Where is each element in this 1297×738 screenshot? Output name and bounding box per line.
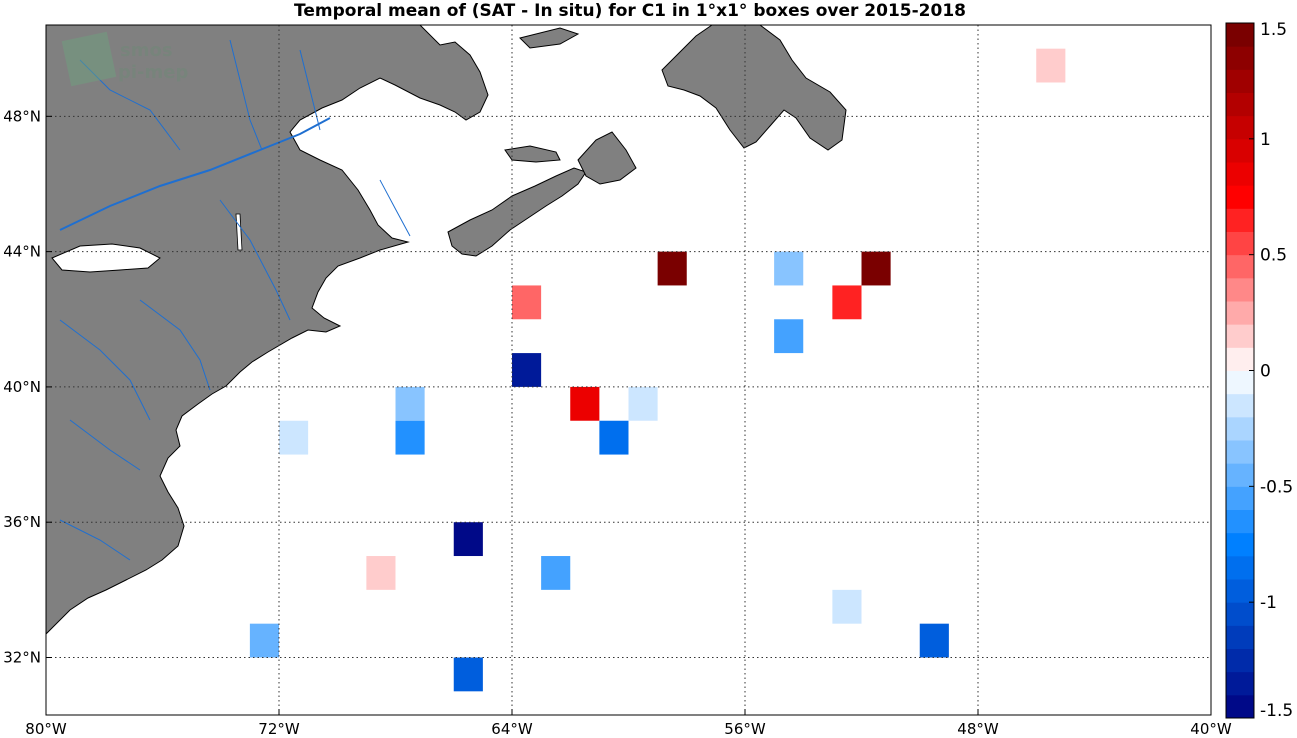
colorbar-segment	[1226, 694, 1254, 719]
colorbar-segment	[1226, 602, 1254, 626]
map-frame	[45, 24, 1212, 716]
data-cell	[512, 285, 542, 320]
colorbar-segment	[1226, 324, 1254, 348]
data-cell	[512, 353, 542, 387]
colorbar-tick-label: 0.5	[1260, 246, 1287, 266]
data-cell	[395, 386, 425, 421]
longitude-ticks: 80°W 72°W 64°W 56°W 48°W 40°W	[25, 709, 1232, 738]
lon-tick-label: 48°W	[957, 720, 999, 738]
data-cell	[861, 251, 891, 286]
lon-tick-label: 56°W	[724, 720, 766, 738]
colorbar-ticks: 1.5 1 0.5 0 -0.5 -1 -1.5	[1249, 20, 1293, 721]
lat-tick-label: 40°N	[3, 378, 41, 396]
anticosti-island	[519, 27, 580, 49]
lon-tick-label: 72°W	[258, 720, 300, 738]
colorbar-segment	[1226, 555, 1254, 580]
data-cell	[628, 386, 658, 421]
colorbar-segment	[1226, 23, 1254, 47]
lon-tick-label: 64°W	[491, 720, 533, 738]
colorbar-segment	[1226, 370, 1254, 395]
colorbar-segment	[1226, 463, 1254, 487]
nova-scotia	[447, 167, 587, 257]
data-cell	[541, 556, 571, 590]
land-layer	[46, 25, 847, 635]
data-cell	[919, 623, 949, 658]
lat-tick-label: 36°N	[3, 513, 41, 531]
colorbar-segment	[1226, 509, 1254, 534]
colorbar-segment	[1226, 185, 1254, 209]
colorbar-tick-label: 1.5	[1260, 20, 1287, 40]
colorbar-tick-label: -0.5	[1260, 477, 1293, 497]
data-cell	[453, 657, 483, 692]
colorbar-segment	[1226, 532, 1254, 557]
colorbar-tick-label: 1	[1260, 130, 1271, 150]
north-america-landmass	[46, 25, 489, 635]
lat-tick-label: 44°N	[3, 243, 41, 261]
colorbar-segment	[1226, 231, 1254, 256]
watermark-line1: smos	[120, 40, 173, 61]
colorbar-segment	[1226, 648, 1254, 673]
data-cell	[249, 623, 279, 658]
data-cell	[832, 285, 862, 320]
data-cell	[657, 251, 687, 286]
colorbar-segment	[1226, 440, 1254, 464]
st-lawrence-river	[59, 117, 331, 231]
colorbar-segment	[1226, 579, 1254, 603]
colorbar-segment	[1226, 347, 1254, 371]
data-cell	[599, 420, 629, 455]
data-cell	[395, 420, 425, 455]
lon-tick-label: 80°W	[25, 720, 67, 738]
colorbar-segment	[1226, 254, 1254, 279]
colorbar-segment	[1226, 301, 1254, 325]
data-cell	[570, 386, 600, 421]
colorbar-segment	[1226, 115, 1254, 140]
data-cell	[774, 251, 804, 286]
colorbar-segment	[1226, 208, 1254, 232]
colorbar-segment	[1226, 92, 1254, 117]
pimep-logo-icon: smos pi-mep	[61, 31, 188, 87]
colorbar-segment	[1226, 46, 1254, 70]
colorbar-segment	[1226, 138, 1254, 163]
colorbar-tick-label: -1.5	[1260, 701, 1293, 721]
data-cells	[249, 48, 1066, 692]
data-cell	[279, 420, 309, 455]
data-cell	[1036, 48, 1066, 83]
colorbar-segment	[1226, 671, 1254, 696]
data-cell	[832, 589, 862, 624]
data-cell	[774, 319, 804, 354]
data-cell	[453, 522, 483, 557]
colorbar	[1225, 22, 1255, 719]
lat-tick-label: 48°N	[3, 107, 41, 125]
colorbar-segment	[1226, 486, 1254, 510]
colorbar-segment	[1226, 625, 1254, 649]
watermark-line2: pi-mep	[118, 62, 188, 83]
cape-breton	[577, 131, 637, 185]
newfoundland	[661, 25, 847, 151]
colorbar-segment	[1226, 162, 1254, 186]
latitude-ticks: 32°N 36°N 40°N 44°N 48°N	[3, 107, 52, 667]
lon-tick-label: 40°W	[1190, 720, 1232, 738]
lat-tick-label: 32°N	[3, 649, 41, 667]
colorbar-tick-label: 0	[1260, 362, 1271, 382]
colorbar-segment	[1226, 416, 1254, 441]
map-title: Temporal mean of (SAT - In situ) for C1 …	[294, 1, 966, 21]
map-grid	[46, 25, 1211, 715]
colorbar-segment	[1226, 277, 1254, 302]
colorbar-tick-label: -1	[1260, 593, 1277, 613]
data-cell	[366, 556, 396, 590]
colorbar-segment	[1226, 69, 1254, 93]
colorbar-segment	[1226, 393, 1254, 418]
lake-ontario	[51, 243, 161, 273]
